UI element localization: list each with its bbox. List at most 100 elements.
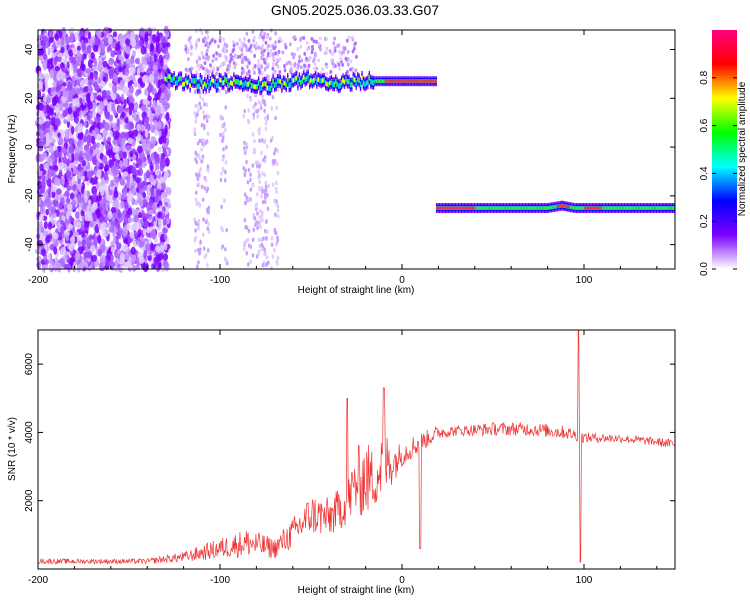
spectrogram-cell [153, 202, 158, 212]
ridge-cell [558, 204, 560, 208]
spectrogram-cell [87, 101, 93, 110]
spectrogram-cell [196, 247, 200, 253]
ridge-cell [381, 79, 384, 83]
spectrogram-cell [199, 105, 203, 110]
spectrogram-cell [194, 197, 198, 203]
spectrogram-cell [162, 135, 167, 144]
spectrogram-cell [54, 50, 60, 57]
spectrogram-cell [148, 174, 155, 183]
spectrogram-cell [64, 35, 70, 46]
spectrogram-cell [154, 155, 160, 165]
spectrogram-cell [127, 207, 133, 216]
spectrogram-cell [100, 43, 106, 54]
ridge-cell [342, 78, 345, 83]
spectrogram-cell [200, 159, 203, 164]
spectrogram-cell [72, 230, 79, 239]
spectrogram-cell [271, 135, 274, 141]
spectrogram-cell [265, 236, 268, 241]
spectrogram-cell [139, 72, 144, 78]
ridge-cell [475, 206, 477, 210]
spectrogram-cell [199, 167, 203, 172]
spectrogram-cell [193, 110, 197, 116]
ridge-cell [673, 206, 675, 210]
spectrogram-cell [107, 210, 113, 220]
spectrogram-cell [332, 41, 336, 46]
spectrogram-cell [226, 64, 230, 69]
ridge-cell [527, 206, 530, 210]
ridge-cell [562, 204, 564, 208]
ridge-cell [443, 206, 445, 210]
spectrogram-cell [248, 60, 251, 65]
x-tick-label: 0 [399, 575, 405, 586]
spectrogram-cell [149, 42, 154, 52]
spectrogram-cell [134, 208, 139, 216]
ridge-cell [633, 206, 636, 210]
ridge-cell [584, 206, 586, 210]
spectrogram-cell [82, 95, 86, 106]
spectrogram-cell [127, 130, 134, 138]
spectrogram-cell [216, 67, 220, 72]
spectrogram-cell [118, 150, 124, 159]
spectrogram-cell [312, 39, 316, 44]
spectrogram-cell [53, 198, 59, 208]
ridge-cell [374, 79, 376, 83]
ridge-cell [615, 206, 617, 210]
ridge-cell [219, 78, 222, 83]
ridge-cell [609, 206, 611, 210]
spectrogram-cell [307, 63, 311, 68]
ridge-cell [261, 82, 264, 87]
spectrogram-x-label: Height of straight line (km) [298, 285, 415, 296]
spectrogram-cell [299, 65, 303, 70]
spectrogram-cell [69, 192, 75, 200]
ridge-cell [364, 81, 366, 88]
spectrogram-cell [52, 96, 58, 106]
ridge-cell [486, 206, 489, 210]
x-tick-label: 0 [399, 275, 405, 286]
spectrogram-cell [132, 129, 139, 138]
spectrogram-cell [263, 199, 267, 205]
ridge-cell [243, 81, 245, 88]
spectrogram-cell [48, 36, 54, 43]
spectrogram-cell [246, 262, 250, 267]
spectrogram-cell [305, 41, 309, 46]
ridge-cell [644, 206, 646, 210]
ridge-cell [365, 80, 368, 87]
spectrogram-cell [257, 45, 261, 50]
ridge-cell [419, 79, 421, 83]
ridge-cell [612, 206, 614, 210]
ridge-cell [210, 77, 213, 82]
y-tick-label: 40 [24, 44, 35, 56]
spectrogram-cell [101, 229, 106, 238]
spectrogram-cell [262, 35, 265, 40]
ridge-cell [244, 80, 247, 86]
spectrogram-cell [128, 94, 134, 101]
ridge-cell [248, 79, 251, 84]
ridge-cell [548, 206, 550, 210]
spectrogram-cell [283, 64, 286, 69]
spectrogram-cell [274, 31, 277, 36]
spectrogram-cell [73, 126, 79, 133]
spectrogram-cell [71, 87, 77, 96]
spectrogram-cell [265, 219, 268, 225]
spectrogram-cell [122, 171, 129, 177]
spectrogram-cell [81, 203, 87, 210]
spectrogram-cell [103, 37, 109, 47]
ridge-cell [405, 79, 407, 83]
ridge-cell [406, 79, 408, 83]
ridge-cell [418, 79, 420, 83]
spectrogram-cell [69, 113, 74, 122]
spectrogram-cell [195, 70, 199, 75]
spectrogram-cell [325, 65, 328, 70]
spectrogram-cell [135, 177, 141, 184]
spectrogram-cell [310, 50, 314, 55]
spectrogram-cell [54, 154, 58, 164]
spectrogram-cell [111, 93, 117, 101]
ridge-cell [534, 206, 537, 210]
spectrogram-cell [76, 172, 81, 180]
spectrogram-cell [114, 98, 118, 105]
spectrogram-cell [163, 241, 168, 251]
spectrogram-cell [260, 242, 264, 248]
ridge-cell [202, 84, 205, 89]
ridge-cell [604, 206, 607, 210]
